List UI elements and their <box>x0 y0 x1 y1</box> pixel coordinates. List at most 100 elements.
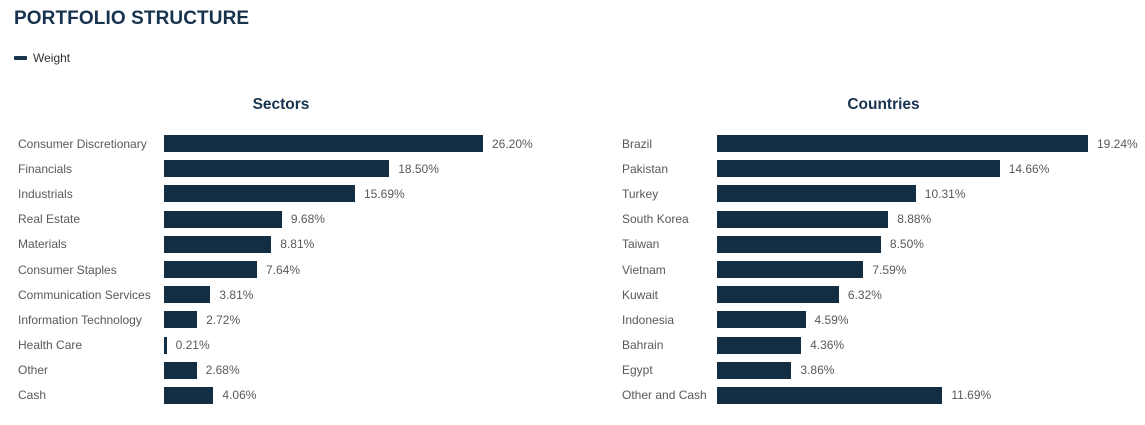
category-label: Brazil <box>622 136 653 151</box>
bar-track: 10.31% <box>717 185 1145 203</box>
weight-bar[interactable] <box>717 160 1000 178</box>
chart-row: Pakistan 14.66% <box>622 156 1145 181</box>
chart-row: Egypt 3.86% <box>622 358 1145 383</box>
bar-track: 0.21% <box>164 336 562 354</box>
chart-row: Consumer Discretionary 26.20% <box>0 131 562 156</box>
sectors-chart: Sectors Consumer Discretionary 26.20% Fina… <box>0 96 562 408</box>
weight-bar[interactable] <box>717 185 916 203</box>
weight-bar[interactable] <box>164 235 272 253</box>
category-label: Turkey <box>622 186 659 201</box>
page-title: PORTFOLIO STRUCTURE <box>14 8 250 29</box>
chart-row: South Korea 8.88% <box>622 207 1145 232</box>
countries-chart: Countries Brazil 19.24% Pakistan 14.66% Turk… <box>622 96 1145 408</box>
category-label: Bahrain <box>622 338 664 353</box>
value-label: 9.68% <box>290 212 325 227</box>
weight-bar[interactable] <box>717 361 792 379</box>
bar-track: 2.72% <box>164 311 562 329</box>
weight-bar[interactable] <box>717 336 802 354</box>
countries-chart-title: Countries <box>847 96 920 113</box>
bar-track: 6.32% <box>717 286 1145 304</box>
value-label: 3.86% <box>800 363 835 378</box>
bar-track: 4.59% <box>717 311 1145 329</box>
weight-bar[interactable] <box>717 386 943 404</box>
weight-bar[interactable] <box>717 210 889 228</box>
weight-bar[interactable] <box>164 286 211 304</box>
category-label: Cash <box>18 388 47 403</box>
weight-bar[interactable] <box>164 160 390 178</box>
chart-row: Cash 4.06% <box>0 383 562 408</box>
bar-track: 19.24% <box>717 135 1145 153</box>
weight-bar[interactable] <box>164 311 198 329</box>
value-label: 6.32% <box>847 287 882 302</box>
bar-track: 14.66% <box>717 160 1145 178</box>
value-label: 4.59% <box>814 312 849 327</box>
bar-track: 18.50% <box>164 160 562 178</box>
bar-track: 4.06% <box>164 386 562 404</box>
category-label: Indonesia <box>622 312 675 327</box>
category-label: Communication Services <box>18 287 151 302</box>
category-label: Consumer Discretionary <box>18 136 147 151</box>
chart-row: Other and Cash 11.69% <box>622 383 1145 408</box>
bar-track: 11.69% <box>717 386 1145 404</box>
value-label: 7.64% <box>266 262 301 277</box>
chart-row: Information Technology 2.72% <box>0 307 562 332</box>
chart-row: Other 2.68% <box>0 358 562 383</box>
category-label: Materials <box>18 237 67 252</box>
category-label: Information Technology <box>18 312 142 327</box>
category-label: Taiwan <box>622 237 660 252</box>
value-label: 19.24% <box>1097 136 1138 151</box>
bar-track: 26.20% <box>164 135 562 153</box>
value-label: 2.72% <box>206 312 241 327</box>
chart-row: Taiwan 8.50% <box>622 232 1145 257</box>
weight-bar[interactable] <box>717 235 881 253</box>
category-label: South Korea <box>622 212 689 227</box>
bar-track: 15.69% <box>164 185 562 203</box>
weight-bar[interactable] <box>717 261 864 279</box>
bar-track: 4.36% <box>717 336 1145 354</box>
bar-track: 8.81% <box>164 235 562 253</box>
legend-dash-marker <box>14 56 27 60</box>
weight-bar[interactable] <box>164 361 197 379</box>
category-label: Pakistan <box>622 161 669 176</box>
chart-row: Health Care 0.21% <box>0 333 562 358</box>
category-label: Other and Cash <box>622 388 707 403</box>
value-label: 8.81% <box>280 237 315 252</box>
bar-track: 8.88% <box>717 210 1145 228</box>
category-label: Kuwait <box>622 287 659 302</box>
sectors-chart-title: Sectors <box>252 96 310 113</box>
chart-row: Bahrain 4.36% <box>622 333 1145 358</box>
category-label: Real Estate <box>18 212 81 227</box>
category-label: Egypt <box>622 363 653 378</box>
bar-track: 2.68% <box>164 361 562 379</box>
value-label: 11.69% <box>951 388 992 403</box>
legend-item-weight[interactable]: Weight <box>14 51 70 65</box>
value-label: 8.50% <box>889 237 924 252</box>
value-label: 8.88% <box>897 212 932 227</box>
sectors-rows: Consumer Discretionary 26.20% Financials 18… <box>0 131 562 408</box>
value-label: 2.68% <box>205 363 240 378</box>
value-label: 15.69% <box>364 186 405 201</box>
chart-row: Brazil 19.24% <box>622 131 1145 156</box>
value-label: 7.59% <box>872 262 907 277</box>
weight-bar[interactable] <box>164 185 355 203</box>
weight-bar[interactable] <box>164 135 483 153</box>
charts-area: Sectors Consumer Discretionary 26.20% Fina… <box>0 96 1145 408</box>
bar-track: 7.64% <box>164 261 562 279</box>
weight-bar[interactable] <box>164 386 214 404</box>
weight-bar[interactable] <box>717 286 839 304</box>
value-label: 4.36% <box>810 338 845 353</box>
weight-bar[interactable] <box>164 210 282 228</box>
value-label: 26.20% <box>492 136 533 151</box>
weight-bar[interactable] <box>164 336 167 354</box>
chart-row: Vietnam 7.59% <box>622 257 1145 282</box>
value-label: 0.21% <box>175 338 210 353</box>
weight-bar[interactable] <box>717 135 1088 153</box>
chart-row: Kuwait 6.32% <box>622 282 1145 307</box>
chart-row: Consumer Staples 7.64% <box>0 257 562 282</box>
value-label: 18.50% <box>398 161 439 176</box>
bar-track: 9.68% <box>164 210 562 228</box>
category-label: Health Care <box>18 338 83 353</box>
weight-bar[interactable] <box>717 311 806 329</box>
weight-bar[interactable] <box>164 261 257 279</box>
